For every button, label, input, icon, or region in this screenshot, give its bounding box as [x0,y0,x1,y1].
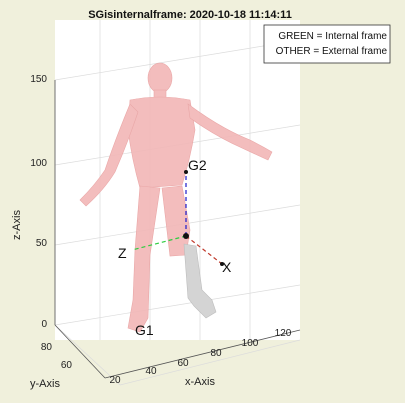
z-tick-label: 0 [41,319,47,330]
legend-entry-external: OTHER = External frame [276,46,388,57]
legend-box [263,24,391,64]
limb-segment [183,243,217,319]
frame-origin [183,233,189,239]
x-tick-label: 60 [177,358,189,369]
x-axis-label: x-Axis [185,376,215,388]
lower-leg-segment [183,243,217,319]
frame-x-axis [185,235,223,265]
y-axis-label: y-Axis [30,378,60,390]
z-tick-label: 50 [36,238,48,249]
frame-labels: G2 X Z G1 [118,157,232,338]
chart-title: SGisinternalframe: 2020-10-18 11:14:11 [88,9,292,21]
frame-label-z: Z [118,245,127,261]
y-tick-label: 60 [61,360,73,371]
y-ticks: 80 60 [41,342,73,371]
x-tick-label: 100 [242,338,259,349]
left-arm [187,103,273,161]
z-tick-label: 100 [30,158,47,169]
frame-y-tip [184,170,188,174]
frame-label-g1: G1 [135,322,154,338]
legend: GREEN = Internal frame OTHER = External … [263,24,391,64]
right-leg [127,185,161,333]
x-tick-label: 20 [109,375,121,386]
human-body [79,62,273,333]
frame-label-g2: G2 [188,157,207,173]
right-arm [79,103,139,207]
x-tick-label: 80 [210,348,222,359]
y-tick-label: 80 [41,342,53,353]
x-ticks: 20 40 60 80 100 120 [109,328,291,386]
x-tick-label: 120 [275,328,292,339]
frame-label-x: X [222,259,232,275]
z-tick-label: 150 [30,74,47,85]
z-ticks: 150 100 50 0 [30,74,47,330]
head [147,62,173,94]
torso [127,96,196,189]
frame-x-tip [220,262,224,266]
left-leg-upper [161,185,191,257]
axis-lines [54,80,301,379]
frame-z-axis [131,235,187,251]
x-tick-label: 40 [145,366,157,377]
legend-entry-internal: GREEN = Internal frame [278,31,387,42]
coordinate-frame [131,170,224,266]
z-axis-label: z-Axis [11,210,23,240]
